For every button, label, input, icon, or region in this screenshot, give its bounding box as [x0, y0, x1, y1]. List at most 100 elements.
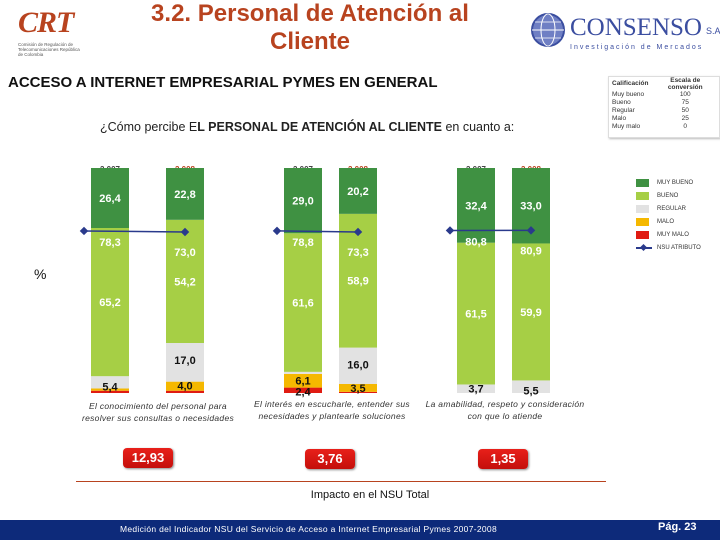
bar-segment-malo [284, 373, 322, 388]
bar-segment-regular [166, 343, 204, 382]
bar-segment-muy-bueno [91, 168, 129, 228]
section-subtitle: ACCESO A INTERNET EMPRESARIAL PYMES EN G… [8, 74, 438, 91]
segment-value-label: 59,9 [520, 307, 541, 319]
bar-segment-muy-bueno [166, 168, 204, 220]
nsu-value-label: 78,8 [292, 237, 313, 249]
legend-swatch [636, 217, 649, 226]
legend-swatch [636, 178, 649, 187]
rating-label: Regular [612, 107, 635, 114]
rating-label: Malo [612, 115, 627, 122]
legend-swatch [636, 191, 649, 200]
nsu-point [79, 226, 89, 236]
nsu-point [353, 227, 363, 237]
impact-value-badge: 1,35 [478, 449, 528, 469]
crt-logo-mark: CRT [18, 6, 74, 39]
page-title: 3.2. Personal de Atención al Cliente [90, 0, 530, 56]
category-label: El interés en escucharle, entender sus n… [254, 399, 410, 421]
segment-value-label: 2,4 [295, 387, 311, 399]
legend-label: MUY MALO [657, 231, 689, 238]
legend-swatch [636, 204, 649, 213]
rating-value: 25 [681, 115, 689, 122]
y-axis-label: % [34, 266, 47, 282]
segment-value-label: 29,0 [292, 196, 313, 208]
legend-label: REGULAR [657, 205, 687, 212]
bar-segment-bueno [91, 228, 129, 377]
segment-value-label: 17,0 [174, 355, 195, 367]
bar-segment-muy-bueno [284, 168, 322, 234]
consenso-tagline: Investigación de Mercados [570, 44, 704, 51]
nsu-value-label: 80,8 [465, 236, 486, 248]
rating-label: Bueno [612, 99, 631, 106]
footer-bar [0, 520, 720, 540]
segment-value-label: 32,4 [465, 200, 487, 212]
bar-segment-bueno [284, 233, 322, 372]
impact-value-badge: 3,76 [305, 449, 355, 469]
nsu-point [272, 226, 282, 236]
segment-value-label: 3,7 [468, 383, 483, 395]
bar-segment-bueno [457, 242, 495, 385]
nsu-point [180, 227, 190, 237]
legend-item-malo: MALO [636, 215, 720, 228]
segment-value-label: 61,6 [292, 298, 313, 310]
rating-value: 100 [679, 91, 691, 98]
legend-label: BUENO [657, 192, 679, 199]
rating-label: Muy malo [612, 123, 641, 130]
legend-swatch [636, 230, 649, 239]
segment-value-label: 33,0 [520, 201, 541, 213]
nsu-value-label: 80,9 [520, 245, 541, 257]
segment-value-label: 26,4 [99, 193, 121, 205]
category-label: La amabilidad, respeto y consideración c… [425, 399, 585, 421]
question-pre: ¿Cómo percibe E [100, 120, 198, 134]
legend-item-muy-bueno: MUY BUENO [636, 176, 720, 189]
bar-segment-malo [91, 388, 129, 391]
page-number: Pág. 23 [658, 521, 697, 533]
footer-text: Medición del Indicador NSU del Servicio … [120, 524, 497, 534]
page-title-line1: 3.2. Personal de Atención al [151, 0, 469, 27]
impact-divider [76, 481, 606, 482]
rating-scale-table: Calificación Escala de conversión Muy bu… [608, 76, 720, 138]
segment-value-label: 3,5 [350, 383, 365, 395]
impact-value-badge: 12,93 [123, 448, 173, 468]
legend-item-bueno: BUENO [636, 189, 720, 202]
consenso-globe-icon [531, 13, 565, 47]
crt-logo-tagline: Comisión de Regulación de Telecomunicaci… [18, 42, 80, 57]
legend-line-marker [636, 244, 652, 252]
legend-item-muy-malo: MUY MALO [636, 228, 720, 241]
bar-segment-regular [512, 380, 550, 393]
bar-segment-malo [339, 383, 377, 392]
segment-value-label: 5,5 [523, 386, 538, 398]
segment-value-label: 20,2 [347, 186, 368, 198]
legend-item-regular: REGULAR [636, 202, 720, 215]
segment-value-label: 4,0 [177, 381, 192, 393]
nsu-line [83, 230, 186, 233]
legend-item-nsu: NSU ATRIBUTO [636, 241, 720, 254]
nsu-value-label: 78,3 [99, 237, 120, 249]
bar-segment-muy-malo [284, 387, 322, 393]
bar-segment-regular [91, 376, 129, 389]
nsu-value-label: 73,0 [174, 247, 195, 259]
rating-value: 50 [681, 107, 689, 114]
legend-label: MUY BUENO [657, 179, 694, 186]
rating-value: 75 [681, 99, 689, 106]
category-label: El conocimiento del personal para resolv… [81, 401, 235, 423]
legend-label: MALO [657, 218, 675, 225]
bar-segment-malo [166, 381, 204, 391]
segment-value-label: 58,9 [347, 276, 368, 288]
bar-segment-muy-malo [339, 391, 377, 393]
bar-segment-muy-bueno [339, 168, 377, 214]
consenso-name: CONSENSO [570, 14, 702, 41]
rating-label: Muy bueno [612, 91, 645, 98]
consenso-logo: CONSENSO S.A Investigación de Mercados [530, 8, 720, 60]
chart-legend: MUY BUENO BUENO REGULAR MALO MUY MALO NS… [636, 176, 720, 266]
crt-logo: CRT Comisión de Regulación de Telecomuni… [18, 6, 88, 74]
impact-label: Impacto en el NSU Total [310, 489, 430, 501]
bar-segment-regular [457, 384, 495, 393]
segment-value-label: 6,1 [295, 376, 310, 388]
segment-value-label: 22,8 [174, 189, 195, 201]
segment-value-label: 65,2 [99, 297, 120, 309]
segment-value-label: 61,5 [465, 309, 486, 321]
segment-value-label: 5,4 [102, 381, 118, 393]
nsu-value-label: 73,3 [347, 247, 368, 259]
survey-question: ¿Cómo percibe EL PERSONAL DE ATENCIÓN AL… [100, 120, 514, 134]
